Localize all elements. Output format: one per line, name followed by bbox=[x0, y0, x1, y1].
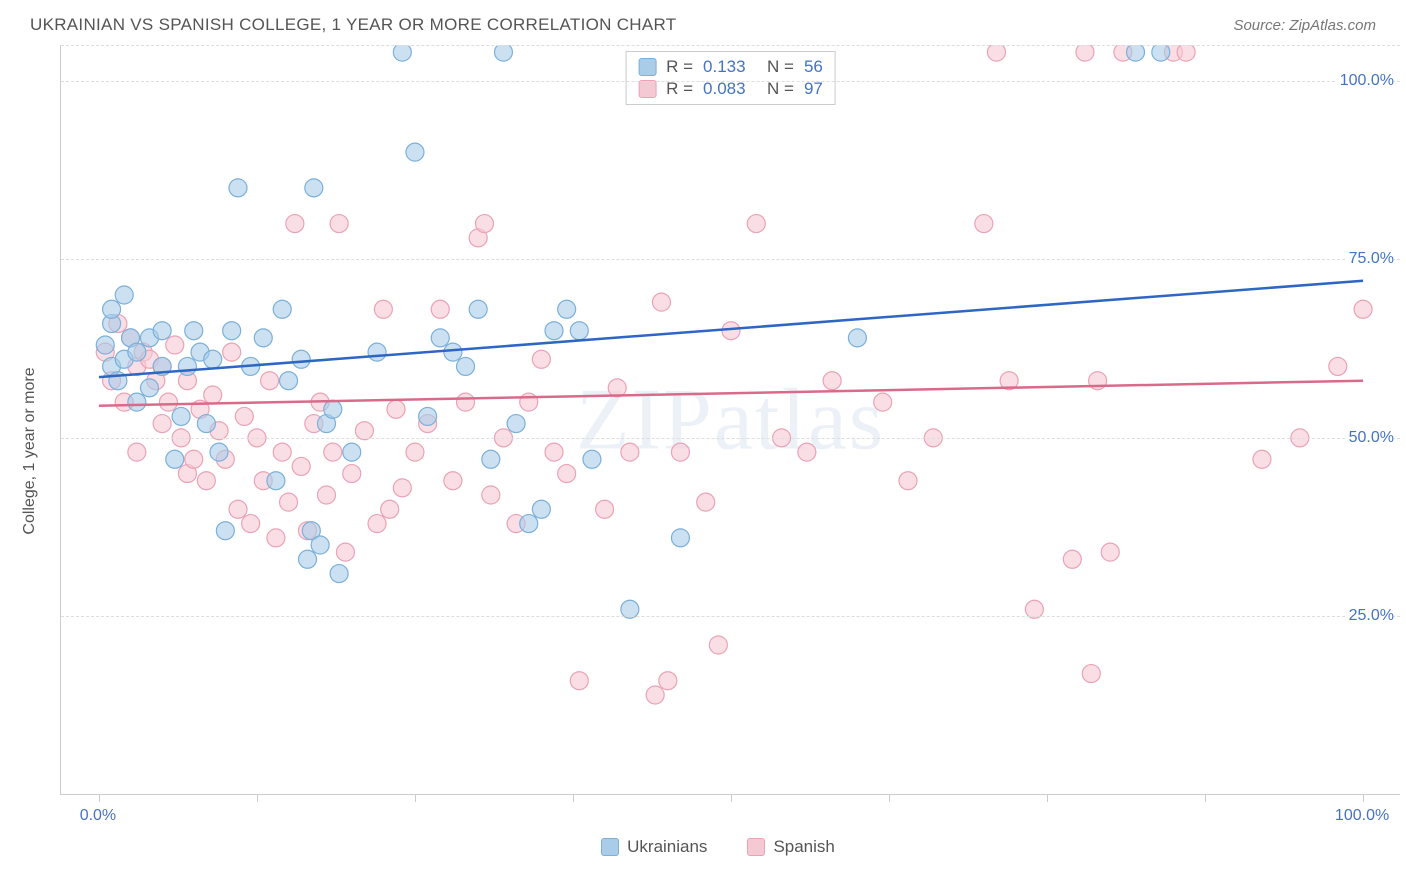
data-svg-layer bbox=[61, 45, 1401, 795]
legend-row-ukrainians: R = 0.133 N = 56 bbox=[638, 56, 823, 78]
swatch-spanish bbox=[747, 838, 765, 856]
n-value: 56 bbox=[804, 57, 823, 77]
n-label: N = bbox=[767, 79, 794, 99]
plot-wrap: College, 1 year or more ZIPatlas R = 0.1… bbox=[60, 45, 1376, 857]
legend-item-spanish: Spanish bbox=[747, 837, 834, 857]
swatch-ukrainians bbox=[638, 58, 656, 76]
swatch-ukrainians bbox=[601, 838, 619, 856]
r-value: 0.083 bbox=[703, 79, 757, 99]
y-tick-label: 100.0% bbox=[1336, 72, 1394, 90]
n-label: N = bbox=[767, 57, 794, 77]
legend-label: Spanish bbox=[773, 837, 834, 857]
swatch-spanish bbox=[638, 80, 656, 98]
r-label: R = bbox=[666, 57, 693, 77]
x-tick-label: 0.0% bbox=[80, 807, 116, 825]
chart-container: UKRAINIAN VS SPANISH COLLEGE, 1 YEAR OR … bbox=[0, 0, 1406, 892]
n-value: 97 bbox=[804, 79, 823, 99]
y-axis-label: College, 1 year or more bbox=[21, 367, 39, 534]
y-tick-label: 50.0% bbox=[1345, 429, 1394, 447]
correlation-legend: R = 0.133 N = 56 R = 0.083 N = 97 bbox=[625, 51, 836, 105]
r-value: 0.133 bbox=[703, 57, 757, 77]
r-label: R = bbox=[666, 79, 693, 99]
header-row: UKRAINIAN VS SPANISH COLLEGE, 1 YEAR OR … bbox=[20, 15, 1386, 45]
scatter-plot: ZIPatlas R = 0.133 N = 56 R = 0.083 N = … bbox=[60, 45, 1400, 795]
series-legend: Ukrainians Spanish bbox=[60, 831, 1376, 857]
x-axis-labels: 0.0% 100.0% bbox=[60, 807, 1400, 831]
y-tick-label: 75.0% bbox=[1345, 250, 1394, 268]
source-attribution: Source: ZipAtlas.com bbox=[1233, 17, 1376, 34]
legend-item-ukrainians: Ukrainians bbox=[601, 837, 707, 857]
y-tick-label: 25.0% bbox=[1345, 607, 1394, 625]
x-tick-label: 100.0% bbox=[1335, 807, 1389, 825]
legend-label: Ukrainians bbox=[627, 837, 707, 857]
chart-title: UKRAINIAN VS SPANISH COLLEGE, 1 YEAR OR … bbox=[30, 15, 676, 35]
